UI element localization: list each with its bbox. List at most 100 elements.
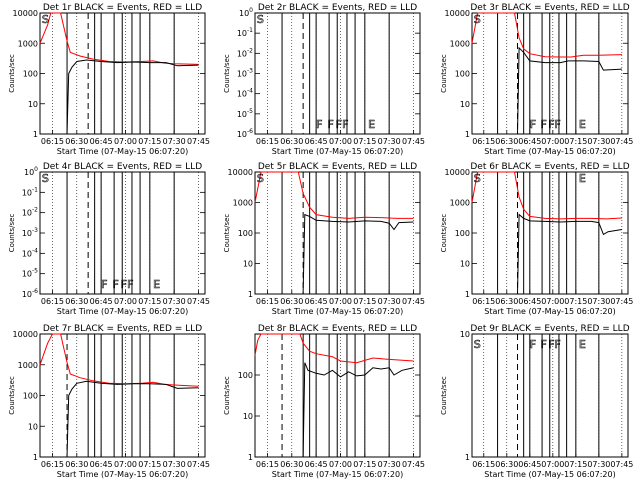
y-tick-label: 1 [248, 290, 253, 299]
y-tick-label: 10-1 [237, 27, 253, 38]
x-tick-label: 07:15 [138, 297, 161, 306]
y-tick-label: 10 [243, 260, 253, 269]
annotation-letter: S [42, 13, 49, 26]
x-tick-label: 07:15 [564, 297, 587, 306]
panel-title: Det 3r BLACK = Events, RED = LLD [470, 3, 629, 13]
x-tick-label: 07:00 [541, 297, 564, 306]
x-axis-label: Start Time (07-May-15 06:07:20) [272, 147, 403, 156]
y-tick-label: 100 [23, 392, 38, 401]
y-axis-label: Counts/sec [223, 376, 231, 415]
annotation-letter: F [101, 278, 107, 291]
x-axis-label: Start Time (07-May-15 06:07:20) [57, 470, 188, 479]
annotation-letter: F [336, 118, 342, 131]
x-tick-label: 07:45 [402, 137, 425, 146]
annotation-letter: F [327, 118, 333, 131]
x-tick-label: 07:30 [163, 137, 186, 146]
annotation-letter: S [42, 172, 49, 185]
x-tick-label: 07:45 [187, 297, 210, 306]
x-tick-label: 07:45 [187, 460, 210, 469]
y-tick-label: 10 [460, 100, 470, 109]
annotation-letter: F [112, 278, 118, 291]
y-tick-label: 10000 [228, 168, 253, 177]
lld-series-line [39, 333, 199, 387]
x-tick-label: 06:30 [65, 137, 88, 146]
panel-title: Det 5r BLACK = Events, RED = LLD [258, 162, 417, 172]
annotation-letter: F [127, 278, 133, 291]
x-tick-label: 06:15 [472, 460, 495, 469]
x-tick-label: 06:45 [518, 297, 541, 306]
events-series-line [302, 213, 414, 295]
y-tick-label: 1 [465, 130, 470, 139]
x-tick-label: 07:30 [587, 297, 610, 306]
x-tick-label: 06:45 [518, 137, 541, 146]
panel-title: Det 9r BLACK = Events, RED = LLD [470, 324, 629, 334]
y-tick-label: 10000 [13, 330, 38, 339]
x-tick-label: 07:15 [353, 460, 376, 469]
annotation-letter: E [579, 118, 586, 131]
x-tick-label: 07:00 [329, 137, 352, 146]
x-tick-label: 07:30 [378, 297, 401, 306]
y-tick-label: 1000 [450, 39, 470, 48]
y-axis-label: Counts/sec [440, 214, 448, 253]
annotation-letter: F [530, 338, 536, 351]
panel-title: Det 7r BLACK = Events, RED = LLD [43, 324, 202, 334]
y-tick-label: 1000 [450, 199, 470, 208]
x-tick-label: 07:00 [541, 460, 564, 469]
x-tick-label: 07:00 [541, 137, 564, 146]
annotation-letter: S [474, 338, 481, 351]
x-tick-label: 07:45 [610, 137, 633, 146]
x-tick-label: 07:30 [163, 460, 186, 469]
lld-series-line [471, 171, 622, 220]
events-series-line [517, 46, 622, 135]
x-axis-label: Start Time (07-May-15 06:07:20) [272, 470, 403, 479]
x-axis-label: Start Time (07-May-15 06:07:20) [57, 307, 188, 316]
events-series-line [66, 380, 199, 458]
x-tick-label: 06:45 [305, 137, 328, 146]
x-tick-label: 07:30 [378, 460, 401, 469]
y-tick-label: 100 [455, 229, 470, 238]
y-tick-label: 1 [465, 453, 470, 462]
x-tick-label: 06:30 [280, 137, 303, 146]
y-tick-label: 10 [460, 330, 470, 339]
y-tick-label: 10 [460, 260, 470, 269]
lld-series-line [471, 12, 622, 58]
y-tick-label: 10-6 [237, 128, 253, 139]
x-tick-label: 07:45 [610, 460, 633, 469]
x-tick-label: 07:45 [610, 297, 633, 306]
x-tick-label: 07:15 [353, 137, 376, 146]
x-tick-label: 06:45 [305, 297, 328, 306]
y-tick-label: 10-4 [237, 88, 253, 99]
y-axis-label: Counts/sec [440, 376, 448, 415]
x-tick-label: 06:30 [495, 137, 518, 146]
annotation-letter: S [257, 13, 264, 26]
y-tick-label: 10000 [445, 9, 470, 18]
y-tick-label: 10 [28, 422, 38, 431]
y-tick-label: 100 [238, 371, 253, 380]
annotation-letter: E [368, 118, 375, 131]
x-tick-label: 07:00 [329, 297, 352, 306]
lld-series-line [254, 333, 414, 364]
x-tick-label: 07:15 [564, 137, 587, 146]
y-tick-label: 1000 [18, 361, 38, 370]
y-tick-label: 100 [23, 70, 38, 79]
x-tick-label: 06:15 [41, 297, 64, 306]
x-tick-label: 07:15 [564, 460, 587, 469]
y-tick-label: 10-6 [22, 288, 38, 299]
x-tick-label: 06:15 [256, 460, 279, 469]
y-tick-label: 1 [248, 453, 253, 462]
y-tick-label: 10000 [13, 9, 38, 18]
x-tick-label: 07:15 [138, 460, 161, 469]
annotation-letter: F [554, 338, 560, 351]
y-axis-label: Counts/sec [8, 214, 16, 253]
y-tick-label: 10 [28, 100, 38, 109]
annotation-letter: E [579, 338, 586, 351]
x-tick-label: 06:30 [280, 297, 303, 306]
x-tick-label: 07:15 [353, 297, 376, 306]
x-tick-label: 07:00 [114, 297, 137, 306]
annotation-letter: F [316, 118, 322, 131]
